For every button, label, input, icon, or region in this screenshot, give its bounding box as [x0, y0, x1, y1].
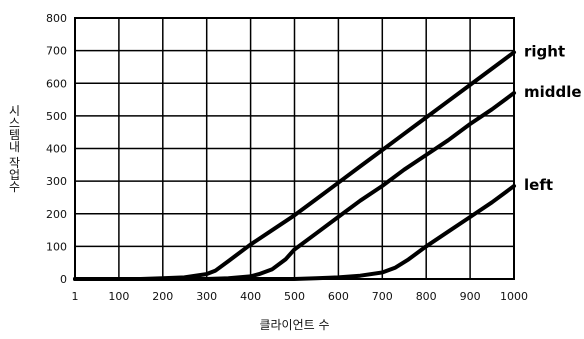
series-line-right [73, 50, 516, 281]
x-tick-label: 500 [284, 290, 305, 303]
grid [74, 17, 515, 280]
series-label-left: left [524, 176, 553, 194]
y-tick-label: 700 [46, 45, 67, 58]
x-tick-label: 700 [372, 290, 393, 303]
x-tick-label: 1000 [500, 290, 528, 303]
y-tick-label: 500 [46, 110, 67, 123]
series-line-left [73, 184, 516, 281]
series-line-middle [73, 91, 516, 281]
y-tick-label: 0 [60, 273, 67, 286]
y-axis-label: 시스템내 작업수 [7, 105, 21, 193]
y-tick-labels: 0 100 200 300 400 500 600 700 800 [46, 12, 67, 286]
x-tick-labels: 1 100 200 300 400 500 600 700 800 900 1000 [72, 290, 529, 303]
series-lines [73, 50, 516, 281]
y-tick-label: 800 [46, 12, 67, 25]
x-axis-label: 클라이언트 수 [259, 318, 329, 332]
y-tick-label: 100 [46, 240, 67, 253]
y-tick-label: 200 [46, 208, 67, 221]
series-labels: right middle left [524, 42, 582, 194]
x-tick-label: 1 [72, 290, 79, 303]
y-tick-label: 600 [46, 77, 67, 90]
x-tick-label: 600 [328, 290, 349, 303]
x-tick-label: 900 [460, 290, 481, 303]
series-label-middle: middle [524, 83, 582, 101]
x-tick-label: 100 [108, 290, 129, 303]
x-tick-label: 400 [240, 290, 261, 303]
x-tick-label: 800 [416, 290, 437, 303]
x-tick-label: 200 [152, 290, 173, 303]
y-tick-label: 400 [46, 143, 67, 156]
series-label-right: right [524, 42, 565, 60]
y-tick-label: 300 [46, 175, 67, 188]
x-tick-label: 300 [196, 290, 217, 303]
